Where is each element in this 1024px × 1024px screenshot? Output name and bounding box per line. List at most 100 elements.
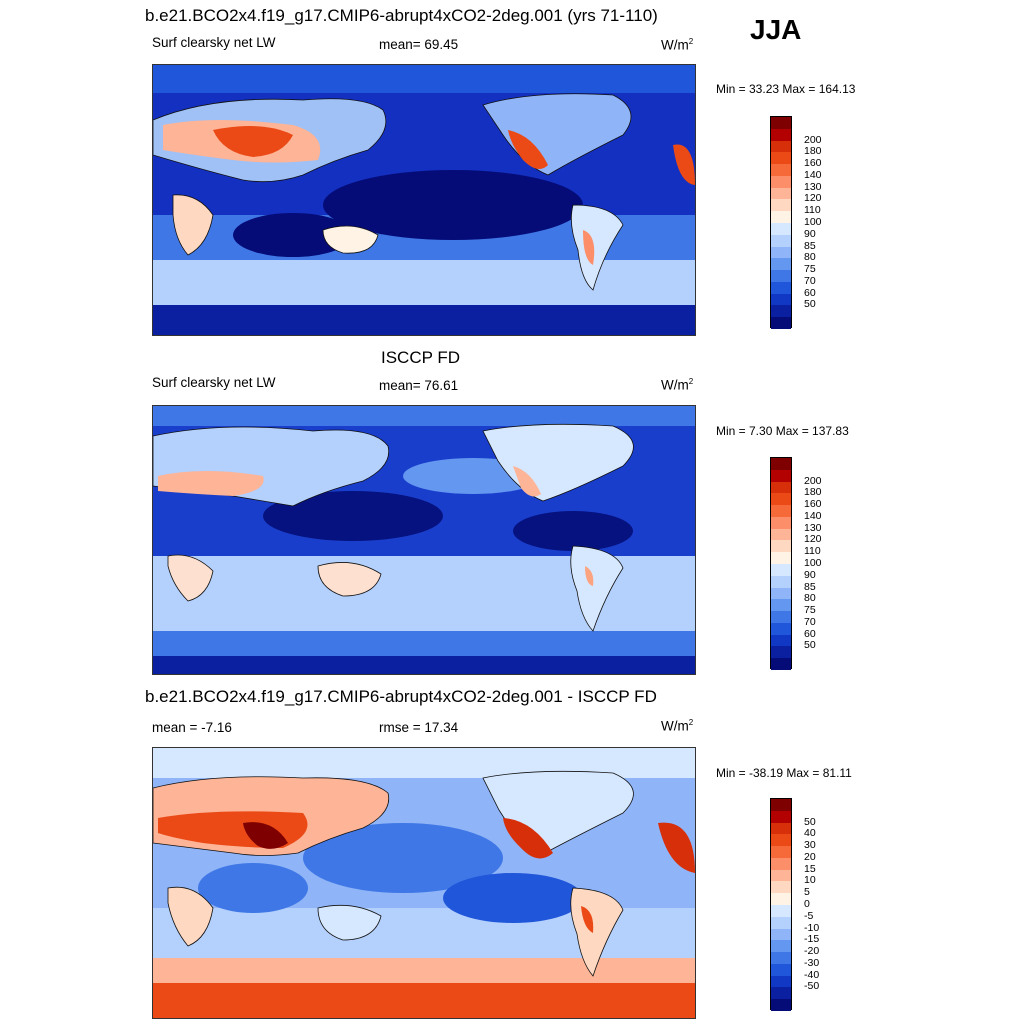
colorbar-swatch	[771, 270, 791, 283]
australia-land	[322, 225, 379, 254]
panel3-rmse-label: rmse = 17.34	[379, 720, 459, 735]
colorbar-tick-label: 140	[804, 168, 822, 181]
colorbar-tick-label: -30	[804, 956, 820, 969]
colorbar-tick-label: 70	[804, 274, 816, 287]
panel2-map	[152, 405, 696, 675]
colorbar-tick-label: 90	[804, 227, 816, 240]
colorbar-swatch	[771, 516, 791, 530]
south-america-land	[570, 204, 624, 291]
colorbar-tick-label: 50	[804, 298, 816, 311]
colorbar-swatch	[771, 458, 791, 471]
colorbar-swatch	[771, 963, 791, 977]
colorbar-swatch	[771, 881, 791, 894]
colorbar-swatch	[771, 587, 791, 600]
colorbar-swatch	[771, 893, 791, 906]
colorbar-swatch	[771, 140, 791, 153]
colorbar-swatch	[771, 634, 791, 647]
colorbar-tick-label: 110	[804, 545, 821, 558]
panel2-variable-label: Surf clearsky net LW	[152, 375, 276, 390]
panel1-mean-label: mean= 69.45	[379, 37, 459, 52]
panel3-minmax: Min = -38.19 Max = 81.11	[716, 766, 852, 780]
colorbar-tick-label: 120	[804, 533, 822, 546]
colorbar-swatch	[771, 293, 791, 306]
colorbar-swatch	[771, 164, 791, 177]
colorbar-tick-label: 85	[804, 239, 816, 252]
panel1-variable-label: Surf clearsky net LW	[152, 35, 276, 50]
africa-land	[167, 886, 214, 947]
colorbar-tick-label: 60	[804, 627, 816, 640]
colorbar-tick-label: 180	[804, 145, 822, 158]
colorbar-tick-label: 30	[804, 839, 816, 852]
colorbar-tick-label: 5	[804, 886, 810, 899]
warm-pool-low	[263, 491, 443, 541]
colorbar-tick-label: 75	[804, 263, 816, 276]
colorbar-swatch	[771, 622, 791, 636]
colorbar-swatch	[771, 481, 791, 494]
colorbar-swatch	[771, 799, 791, 812]
panel3-mean-label: mean = -7.16	[152, 720, 232, 735]
africa-land	[172, 194, 214, 256]
colorbar-tick-label: 130	[804, 180, 822, 193]
colorbar-swatch	[771, 211, 791, 224]
colorbar-swatch	[771, 916, 791, 930]
colorbar-tick-label: 120	[804, 192, 822, 205]
colorbar-swatch	[771, 234, 791, 248]
colorbar-tick-label: 100	[804, 557, 822, 569]
colorbar-swatch	[771, 564, 791, 577]
colorbar-swatch	[771, 540, 791, 553]
colorbar-swatch	[771, 940, 791, 953]
colorbar-swatch	[771, 199, 791, 212]
colorbar-tick-label: 20	[804, 850, 816, 863]
colorbar-tick-label: 70	[804, 615, 816, 628]
colorbar-swatch	[771, 128, 791, 142]
australia-land	[317, 562, 382, 597]
colorbar-tick-label: -20	[804, 945, 820, 958]
panel2-units: W/m2	[661, 377, 694, 393]
colorbar-tick-label: 15	[804, 862, 816, 875]
panel1-map	[152, 64, 696, 336]
colorbar-swatch	[771, 528, 791, 541]
colorbar-tick-label: 80	[804, 592, 816, 605]
colorbar-tick-label: -40	[804, 968, 820, 981]
south-america-land	[570, 545, 624, 632]
panel2-minmax: Min = 7.30 Max = 137.83	[716, 424, 849, 438]
colorbar-swatch	[771, 928, 791, 941]
colorbar-swatch	[771, 646, 791, 659]
tropical-pacific-low	[323, 170, 583, 240]
colorbar-tick-label: -15	[804, 933, 820, 946]
season-label: JJA	[750, 14, 802, 45]
colorbar-swatch	[771, 822, 791, 835]
colorbar-tick-label: 75	[804, 604, 816, 617]
colorbar-tick-label: 160	[804, 498, 822, 511]
panel2-mean-label: mean= 76.61	[379, 378, 459, 393]
africa-land	[167, 554, 214, 602]
colorbar-tick-label: -50	[804, 980, 820, 993]
colorbar-swatch	[771, 975, 791, 988]
colorbar-swatch	[771, 846, 791, 859]
panel1-map-svg	[153, 65, 695, 335]
colorbar-swatch	[771, 810, 791, 824]
colorbar-tick-label: 40	[804, 827, 816, 840]
colorbar-swatch	[771, 658, 791, 671]
colorbar-swatch	[771, 952, 791, 965]
colorbar-tick-label: 10	[804, 874, 816, 887]
colorbar-swatch	[771, 599, 791, 612]
colorbar-tick-label: 200	[804, 474, 822, 487]
colorbar-tick-label: 130	[804, 521, 822, 534]
colorbar-tick-label: 85	[804, 580, 816, 593]
colorbar-tick-label: 0	[804, 898, 810, 910]
colorbar-swatch	[771, 575, 791, 589]
colorbar-swatch	[771, 258, 791, 271]
colorbar-swatch	[771, 869, 791, 882]
colorbar-swatch	[771, 469, 791, 483]
panel1-minmax: Min = 33.23 Max = 164.13	[716, 82, 856, 96]
panel1-units: W/m2	[661, 37, 694, 53]
colorbar-swatch	[771, 505, 791, 518]
colorbar-swatch	[771, 857, 791, 871]
colorbar-tick-label: 180	[804, 486, 822, 499]
colorbar-swatch	[771, 317, 791, 330]
colorbar-swatch	[771, 493, 791, 506]
colorbar-swatch	[771, 175, 791, 189]
panel3-map	[152, 747, 696, 1019]
colorbar-tick-label: 160	[804, 157, 822, 170]
